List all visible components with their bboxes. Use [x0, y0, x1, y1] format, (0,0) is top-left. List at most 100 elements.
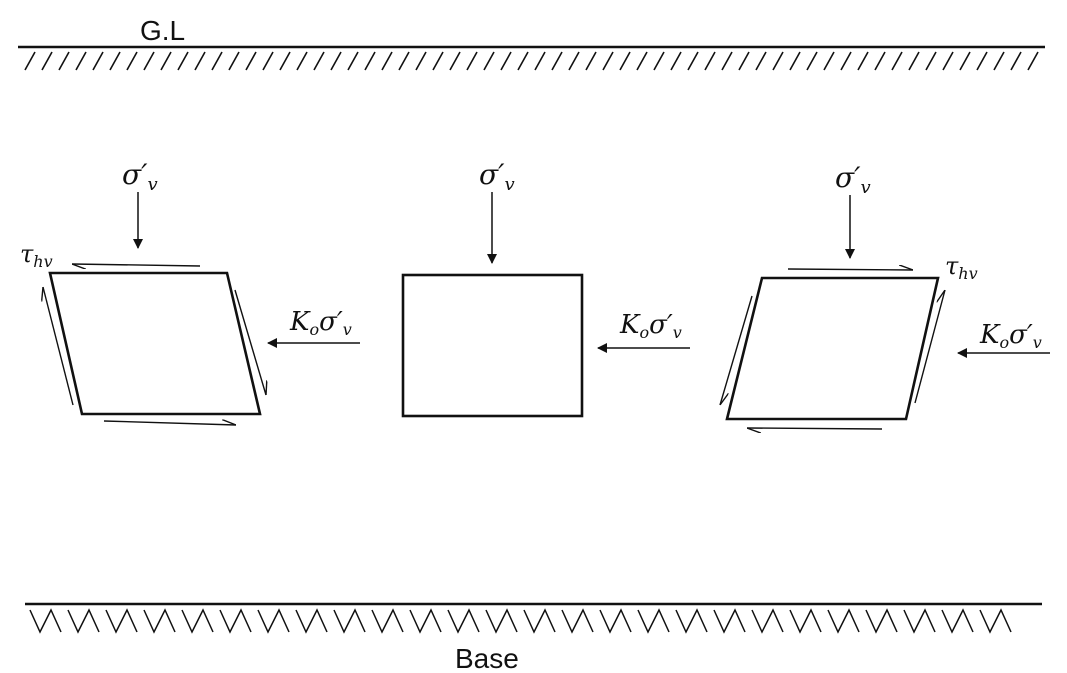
- base-hatch-stroke: [637, 608, 670, 634]
- left-element-outline: [48, 271, 262, 416]
- ground-hatch-stroke: [109, 51, 121, 71]
- ground-hatch-stroke: [296, 51, 308, 71]
- ground-hatch-stroke: [840, 51, 852, 71]
- k-sigma-subscript: v: [1033, 333, 1042, 352]
- base-hatch-stroke: [523, 608, 556, 634]
- right-bottom-shear-arrow: [747, 427, 883, 429]
- base-hatch-stroke: [675, 608, 708, 634]
- right-sigma-label: σ′v: [835, 161, 871, 198]
- base-hatch-stroke: [561, 608, 594, 634]
- ground-hatch-stroke: [823, 51, 835, 71]
- base-hatch-stroke: [29, 608, 62, 634]
- center-soil-element: σ′ v Koσ′v: [401, 158, 690, 418]
- right-tau-label: τhv: [945, 252, 978, 283]
- right-top-shear-arrow: [787, 269, 913, 271]
- ground-hatch-stroke: [92, 51, 104, 71]
- ground-hatch-stroke: [211, 51, 223, 71]
- k-sigma-symbol: σ′: [319, 307, 343, 337]
- ground-hatch-stroke: [942, 51, 954, 71]
- ground-hatch-stroke: [636, 51, 648, 71]
- k-sigma-symbol: σ′: [649, 310, 673, 340]
- tau-subscript: hv: [958, 264, 977, 283]
- ground-hatch-stroke: [925, 51, 937, 71]
- ground-hatch-stroke: [721, 51, 733, 71]
- base-hatch-stroke: [447, 608, 480, 634]
- ground-hatch-stroke: [857, 51, 869, 71]
- center-k0-label: Koσ′v: [619, 310, 682, 342]
- ground-hatch-stroke: [534, 51, 546, 71]
- ground-hatch-stroke: [347, 51, 359, 71]
- base-hatch-stroke: [371, 608, 404, 634]
- ground-hatch-stroke: [330, 51, 342, 71]
- base-hatching: [29, 608, 1012, 634]
- base-hatch-stroke: [105, 608, 138, 634]
- sigma-symbol: σ′: [835, 161, 861, 194]
- center-element-outline: [401, 273, 584, 418]
- ground-hatch-stroke: [568, 51, 580, 71]
- ground-hatch-stroke: [177, 51, 189, 71]
- left-k0-label: Koσ′v: [289, 307, 352, 339]
- base-hatch-stroke: [181, 608, 214, 634]
- ground-hatch-stroke: [806, 51, 818, 71]
- right-k0-label: Koσ′v: [979, 320, 1042, 352]
- ground-level-hatching: [24, 51, 1039, 71]
- ground-hatch-stroke: [313, 51, 325, 71]
- ground-hatch-stroke: [619, 51, 631, 71]
- ground-hatch-stroke: [58, 51, 70, 71]
- ground-hatch-stroke: [1027, 51, 1039, 71]
- ground-hatch-stroke: [245, 51, 257, 71]
- ground-hatch-stroke: [874, 51, 886, 71]
- left-top-shear-arrow: [72, 263, 201, 266]
- base-hatch-stroke: [257, 608, 290, 634]
- ground-hatch-stroke: [262, 51, 274, 71]
- right-soil-element: σ′v τhv Koσ′v: [719, 161, 1050, 429]
- base-hatch-stroke: [941, 608, 974, 634]
- ground-hatch-stroke: [415, 51, 427, 71]
- ground-level-label: G.L: [140, 15, 185, 46]
- ground-hatch-stroke: [143, 51, 155, 71]
- k-subscript: o: [639, 323, 649, 342]
- base-hatch-stroke: [903, 608, 936, 634]
- ground-hatch-stroke: [228, 51, 240, 71]
- k-subscript: o: [999, 333, 1009, 352]
- base-hatch-stroke: [143, 608, 176, 634]
- ground-hatch-stroke: [194, 51, 206, 71]
- ground-hatch-stroke: [738, 51, 750, 71]
- left-right-side-shear-arrow: [234, 289, 266, 396]
- base-hatch-stroke: [409, 608, 442, 634]
- ground-hatch-stroke: [500, 51, 512, 71]
- left-soil-element: σ′v τhv Koσ′v: [20, 158, 360, 426]
- base-hatch-stroke: [599, 608, 632, 634]
- ground-hatch-stroke: [585, 51, 597, 71]
- ground-hatch-stroke: [517, 51, 529, 71]
- tau-symbol: τ: [945, 252, 959, 280]
- left-tau-label: τhv: [20, 240, 53, 271]
- sigma-subscript: v: [860, 177, 870, 198]
- ground-hatch-stroke: [551, 51, 563, 71]
- k-sigma-symbol: σ′: [1009, 320, 1033, 350]
- ground-hatch-stroke: [75, 51, 87, 71]
- tau-subscript: hv: [33, 252, 52, 271]
- ground-hatch-stroke: [602, 51, 614, 71]
- ground-hatch-stroke: [976, 51, 988, 71]
- ground-hatch-stroke: [449, 51, 461, 71]
- k-subscript: o: [309, 320, 319, 339]
- ground-hatch-stroke: [772, 51, 784, 71]
- base-hatch-stroke: [827, 608, 860, 634]
- k-sigma-subscript: v: [343, 320, 352, 339]
- ground-hatch-stroke: [755, 51, 767, 71]
- ground-hatch-stroke: [891, 51, 903, 71]
- k-symbol: K: [619, 310, 641, 340]
- ground-hatch-stroke: [41, 51, 53, 71]
- ground-hatch-stroke: [432, 51, 444, 71]
- ground-hatch-stroke: [466, 51, 478, 71]
- sigma-subscript: v: [147, 174, 157, 195]
- ground-hatch-stroke: [160, 51, 172, 71]
- ground-hatch-stroke: [704, 51, 716, 71]
- ground-hatch-stroke: [398, 51, 410, 71]
- ground-hatch-stroke: [1010, 51, 1022, 71]
- left-bottom-shear-arrow: [103, 421, 236, 426]
- ground-hatch-stroke: [908, 51, 920, 71]
- sigma-subscript: v: [504, 174, 514, 195]
